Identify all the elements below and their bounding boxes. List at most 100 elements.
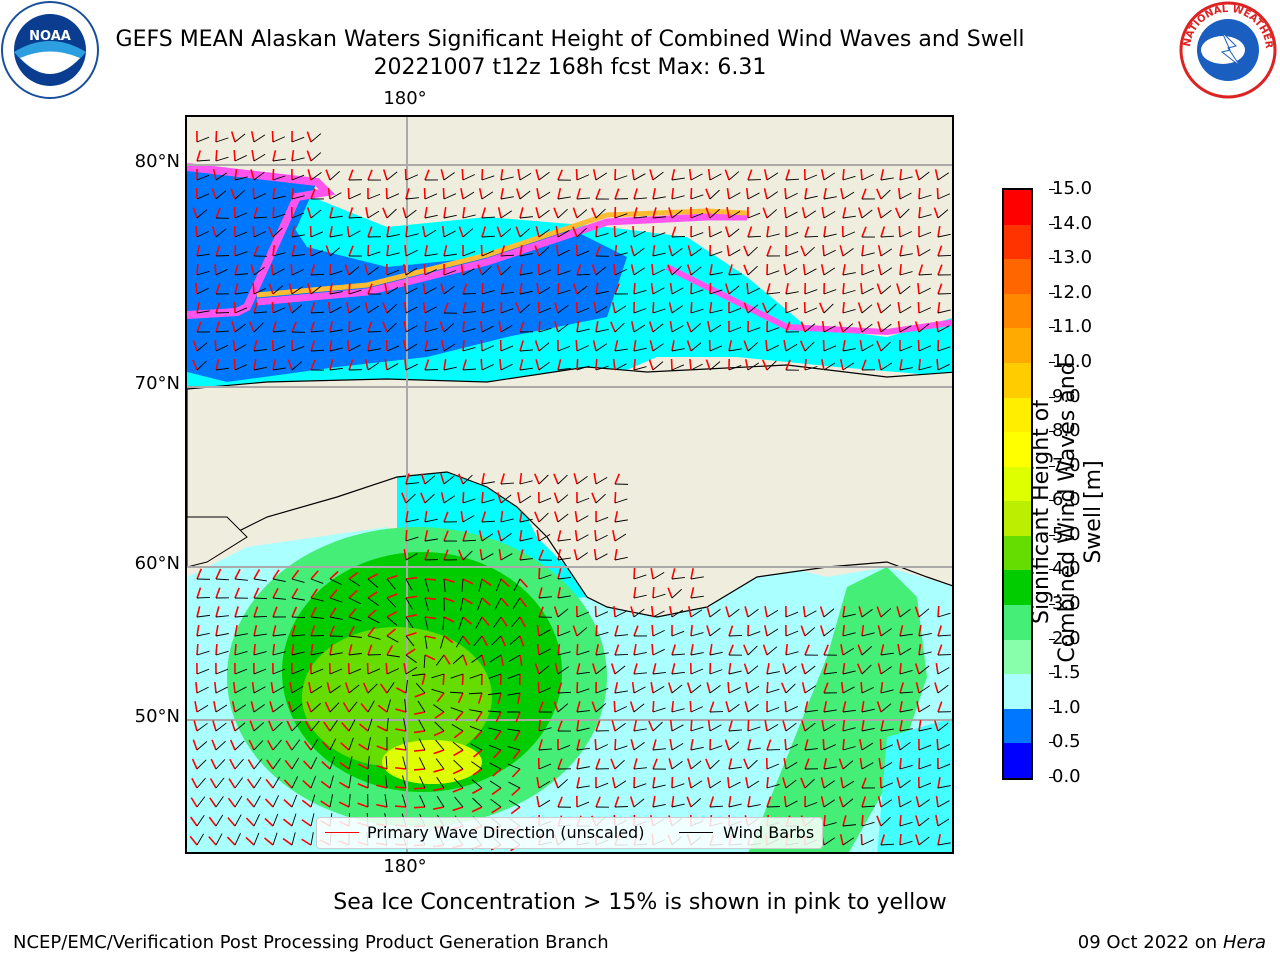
wind-barb <box>462 214 476 219</box>
wave-arrow <box>452 787 464 793</box>
wind-barb <box>652 323 664 333</box>
wind-barb <box>614 175 628 181</box>
wind-barb <box>690 363 703 371</box>
wave-arrow <box>877 359 882 371</box>
wave-arrow <box>709 701 715 713</box>
wind-barb <box>538 307 552 314</box>
wind-barb <box>386 234 400 238</box>
wave-arrow <box>576 188 581 200</box>
wind-barb <box>671 235 686 238</box>
wave-arrow <box>329 589 338 599</box>
wind-barb <box>386 322 397 333</box>
wind-barb <box>671 588 682 599</box>
wind-barb <box>329 291 343 295</box>
wave-arrow <box>452 806 464 812</box>
wave-arrow <box>348 169 354 181</box>
wave-arrow <box>329 263 332 276</box>
wave-arrow <box>766 225 770 238</box>
wind-barb <box>671 305 683 314</box>
wind-barb <box>291 195 305 200</box>
wind-barb <box>348 794 351 808</box>
wave-arrow <box>557 796 563 808</box>
wind-barb <box>918 799 930 808</box>
wind-barb <box>215 740 226 751</box>
wave-arrow <box>252 282 255 295</box>
wave-arrow <box>291 569 300 580</box>
wind-barb <box>481 250 495 257</box>
wind-barb <box>253 171 265 181</box>
wave-arrow <box>804 358 807 371</box>
wave-arrow <box>348 644 353 656</box>
wind-barb <box>804 289 818 295</box>
wave-arrow <box>234 625 238 637</box>
wind-barb <box>462 174 475 181</box>
nws-logo: NATIONAL WEATHER SERVICE <box>1178 0 1277 99</box>
wave-arrow <box>595 796 601 808</box>
wave-arrow <box>743 663 749 675</box>
wind-barb <box>449 691 464 694</box>
wind-barb <box>785 683 796 694</box>
wave-arrow <box>348 245 354 257</box>
wave-arrow <box>394 805 407 808</box>
wind-barb <box>272 213 286 219</box>
colorbar-tick-label: 10.0 <box>1048 350 1093 372</box>
wind-barb <box>538 727 552 732</box>
wave-arrow <box>820 169 825 181</box>
wave-arrow <box>472 787 483 795</box>
wind-barb <box>519 190 531 200</box>
wind-barb <box>424 538 438 542</box>
wave-arrow <box>250 701 255 713</box>
wind-barb <box>291 136 305 143</box>
footer-credit: NCEP/EMC/Verification Post Processing Pr… <box>13 932 609 953</box>
wave-arrow <box>491 806 502 814</box>
wave-arrow <box>762 359 768 371</box>
wind-barb <box>633 173 646 181</box>
wave-arrow <box>500 245 506 257</box>
wave-arrow <box>283 798 293 808</box>
wave-arrow <box>557 282 560 295</box>
wind-barb <box>652 268 665 276</box>
wind-barb <box>899 647 912 656</box>
wave-arrow <box>384 359 388 371</box>
wave-arrow <box>876 283 882 295</box>
wind-barb <box>348 635 362 638</box>
wave-arrow <box>899 359 903 371</box>
wave-arrow <box>362 682 369 694</box>
wind-barb <box>747 759 758 770</box>
wave-arrow <box>443 578 455 583</box>
wind-barb <box>431 673 445 679</box>
wind-barb <box>405 654 417 663</box>
wave-arrow <box>937 701 943 713</box>
wind-barb <box>576 174 590 181</box>
wave-arrow <box>455 711 464 721</box>
wind-barb <box>842 175 856 181</box>
wind-barb <box>462 250 476 257</box>
wind-barb <box>234 273 248 276</box>
wave-arrow <box>460 263 464 276</box>
max-wave-zone <box>382 740 482 784</box>
wave-arrow <box>246 778 255 789</box>
colorbar-tick-label: 8.0 <box>1049 420 1081 442</box>
wind-barb <box>728 703 740 713</box>
wave-arrow <box>215 359 220 371</box>
wave-arrow <box>457 549 464 561</box>
wave-arrow <box>348 589 358 599</box>
wave-arrow <box>441 340 445 352</box>
wind-barb <box>418 757 426 770</box>
wind-barb <box>652 216 666 219</box>
wind-barb <box>633 308 647 314</box>
colorbar-tick-label: 1.0 <box>1049 696 1081 718</box>
wave-arrow <box>348 625 355 637</box>
wind-barb <box>412 673 426 677</box>
wind-barb <box>215 137 229 143</box>
wave-arrow <box>214 263 217 276</box>
wind-barb <box>310 685 323 694</box>
wind-barb <box>215 722 227 732</box>
wave-arrow <box>479 549 483 561</box>
wave-arrow <box>652 586 655 599</box>
wave-arrow <box>234 264 239 276</box>
wave-arrow <box>310 644 314 656</box>
wind-barb <box>937 612 951 618</box>
wind-barb <box>519 518 533 523</box>
wave-arrow <box>272 625 277 637</box>
